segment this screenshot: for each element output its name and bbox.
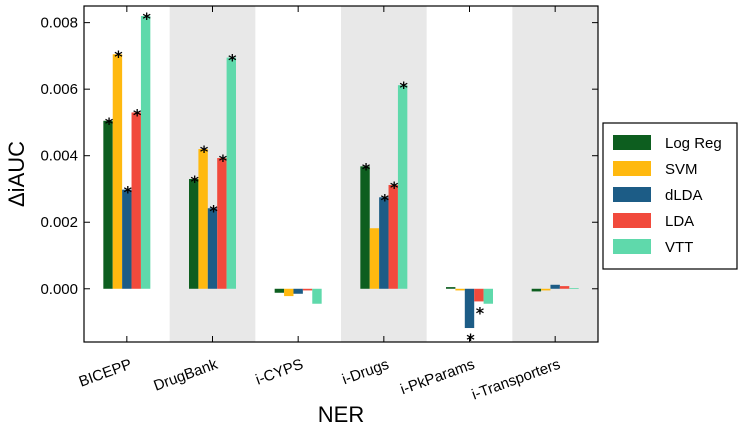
legend-label-dlda: dLDA xyxy=(665,187,703,204)
bar-lda-bicepp xyxy=(131,112,141,289)
bar-dlda-drugbank xyxy=(207,208,218,289)
plot-frame xyxy=(83,5,599,343)
significance-star: * xyxy=(200,142,209,161)
bar-log-reg-i-transporters xyxy=(531,288,542,292)
shade-i-transporters xyxy=(512,6,598,342)
bar-svm-i-transporters xyxy=(541,288,551,291)
bar-log-reg-i-drugs xyxy=(360,166,370,289)
significance-star: * xyxy=(114,47,123,66)
x-tick-label-i-transporters: i-Transporters xyxy=(470,356,563,404)
significance-star: * xyxy=(362,159,371,178)
significance-star: * xyxy=(399,78,408,97)
bar-vtt-bicepp xyxy=(140,15,151,289)
bar-lda-i-drugs xyxy=(388,184,398,289)
shade-i-drugs xyxy=(341,6,427,342)
category-shading xyxy=(169,6,598,342)
bar-lda-i-transporters xyxy=(559,286,570,289)
bar-vtt-drugbank xyxy=(226,57,236,289)
significance-star: * xyxy=(142,9,151,28)
bar-log-reg-i-cyps xyxy=(274,288,285,293)
y-tick-label: 0.004 xyxy=(40,148,78,165)
significance-star: * xyxy=(191,172,200,191)
y-axis-label: ΔiAUC xyxy=(4,141,29,207)
bar-lda-i-cyps xyxy=(302,288,313,291)
legend-label-vtt: VTT xyxy=(665,239,693,256)
y-tick-label: 0.002 xyxy=(40,214,78,231)
bar-dlda-i-drugs xyxy=(379,197,389,289)
y-tick-label: 0.000 xyxy=(40,281,78,298)
bar-svm-bicepp xyxy=(112,54,123,289)
significance-star: * xyxy=(133,105,142,124)
legend-swatch-dlda xyxy=(613,187,651,202)
significance-star: * xyxy=(390,178,399,197)
significance-star: * xyxy=(209,201,218,220)
bar-dlda-i-pkparams xyxy=(464,288,475,329)
bar-dlda-i-cyps xyxy=(293,288,303,294)
legend-swatch-log-reg xyxy=(613,135,651,150)
significance-star: * xyxy=(228,51,237,70)
significance-star: * xyxy=(105,114,114,133)
bar-vtt-i-transporters xyxy=(569,288,579,289)
bar-log-reg-i-pkparams xyxy=(446,287,456,289)
x-tick-label-drugbank: DrugBank xyxy=(151,356,220,395)
shade-drugbank xyxy=(169,6,256,342)
bar-vtt-i-cyps xyxy=(312,288,322,304)
significance-markers: **************** xyxy=(105,9,485,349)
bar-svm-i-cyps xyxy=(284,288,294,297)
legend-swatch-vtt xyxy=(613,239,651,254)
bar-vtt-i-pkparams xyxy=(483,288,493,304)
bar-svm-drugbank xyxy=(198,149,208,289)
bar-lda-i-pkparams xyxy=(474,288,484,302)
x-tick-label-i-cyps: i-CYPS xyxy=(253,356,305,389)
x-tick-label-bicepp: BICEPP xyxy=(77,356,135,391)
legend-label-svm: SVM xyxy=(665,161,698,178)
legend-swatch-svm xyxy=(613,161,651,176)
y-tick-label: 0.008 xyxy=(40,15,78,32)
bar-svm-i-drugs xyxy=(369,228,380,289)
bar-log-reg-drugbank xyxy=(189,178,199,289)
legend-label-log-reg: Log Reg xyxy=(665,135,722,152)
bar-dlda-bicepp xyxy=(122,189,132,289)
x-tick-label-i-drugs: i-Drugs xyxy=(340,356,391,389)
legend-label-lda: LDA xyxy=(665,213,694,230)
bars-layer xyxy=(103,15,579,329)
bar-vtt-i-drugs xyxy=(397,85,408,289)
significance-star: * xyxy=(219,151,228,170)
significance-star: * xyxy=(476,303,485,322)
significance-star: * xyxy=(124,183,133,202)
legend: Log Reg SVM dLDA LDA VTT xyxy=(602,122,738,270)
significance-star: * xyxy=(381,190,390,209)
bar-log-reg-bicepp xyxy=(103,120,113,289)
bar-dlda-i-transporters xyxy=(550,284,560,289)
x-tick-label-i-pkparams: i-PkParams xyxy=(398,356,477,398)
x-axis-label: NER xyxy=(318,402,364,427)
legend-swatch-lda xyxy=(613,213,651,228)
y-tick-label: 0.006 xyxy=(40,81,78,98)
bar-lda-drugbank xyxy=(217,158,227,289)
significance-star: * xyxy=(466,330,475,349)
y-axis: 0.000 0.002 0.004 0.006 0.008 xyxy=(40,15,598,298)
bar-svm-i-pkparams xyxy=(455,288,465,291)
